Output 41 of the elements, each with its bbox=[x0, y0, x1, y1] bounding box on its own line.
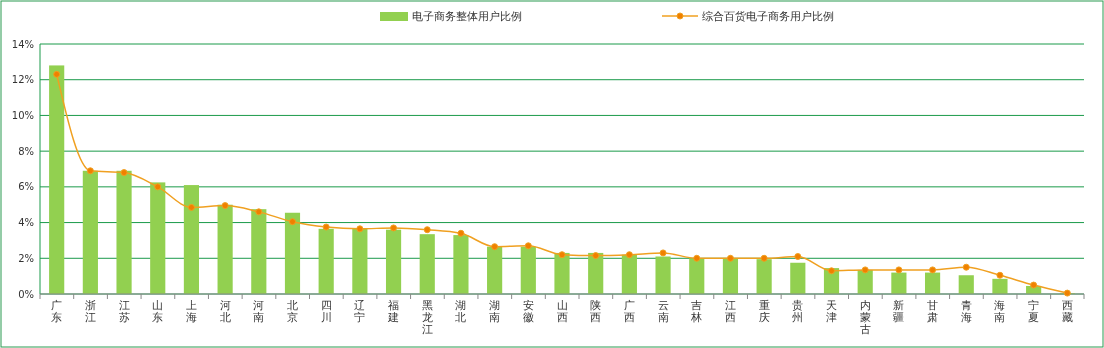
y-tick-label: 2% bbox=[18, 252, 34, 264]
x-tick-label: 山西 bbox=[556, 299, 568, 324]
x-tick-label: 贵州 bbox=[792, 299, 804, 324]
x-tick-label: 河北 bbox=[219, 299, 231, 324]
x-tick-label: 内蒙古 bbox=[859, 299, 871, 336]
x-tick-label: 西藏 bbox=[1061, 299, 1073, 324]
y-tick-label: 10% bbox=[11, 109, 34, 121]
x-tick-label: 河南 bbox=[253, 299, 265, 324]
x-tick-label: 湖南 bbox=[489, 299, 501, 324]
x-tick-label: 重庆 bbox=[758, 299, 770, 324]
x-tick-label: 广西 bbox=[623, 299, 635, 324]
x-tick-label: 甘肃 bbox=[927, 299, 939, 324]
x-tick-label: 山东 bbox=[152, 299, 164, 324]
x-tick-label: 上海 bbox=[185, 299, 197, 324]
y-tick-label: 12% bbox=[11, 74, 34, 86]
x-tick-label: 安徽 bbox=[522, 299, 534, 324]
legend-label: 电子商务整体用户比例 bbox=[412, 10, 522, 23]
y-tick-label: 8% bbox=[18, 145, 34, 157]
x-tick-label: 青海 bbox=[960, 299, 972, 324]
y-tick-label: 6% bbox=[18, 181, 34, 193]
y-tick-label: 0% bbox=[18, 288, 34, 300]
x-tick-label: 海南 bbox=[994, 299, 1006, 324]
x-tick-label: 浙江 bbox=[84, 299, 96, 324]
x-tick-label: 广东 bbox=[51, 299, 63, 324]
y-tick-label: 14% bbox=[11, 38, 34, 50]
x-tick-label: 辽宁 bbox=[354, 299, 366, 324]
x-tick-label: 陕西 bbox=[590, 299, 602, 324]
x-tick-label: 宁夏 bbox=[1028, 299, 1040, 324]
x-tick-label: 江西 bbox=[724, 299, 736, 324]
x-tick-label: 天津 bbox=[826, 299, 838, 324]
x-tick-label: 吉林 bbox=[690, 299, 703, 324]
x-tick-label: 黑龙江 bbox=[421, 299, 433, 336]
x-tick-label: 北京 bbox=[286, 299, 298, 324]
x-tick-label: 湖北 bbox=[455, 299, 467, 324]
x-tick-label: 云南 bbox=[657, 299, 669, 324]
x-tick-label: 新疆 bbox=[893, 299, 905, 324]
x-tick-label: 四川 bbox=[320, 299, 332, 324]
x-tick-label: 江苏 bbox=[118, 299, 130, 324]
legend-label: 综合百货电子商务用户比例 bbox=[702, 10, 834, 23]
y-tick-label: 4% bbox=[18, 217, 34, 229]
x-tick-label: 福建 bbox=[387, 299, 400, 324]
